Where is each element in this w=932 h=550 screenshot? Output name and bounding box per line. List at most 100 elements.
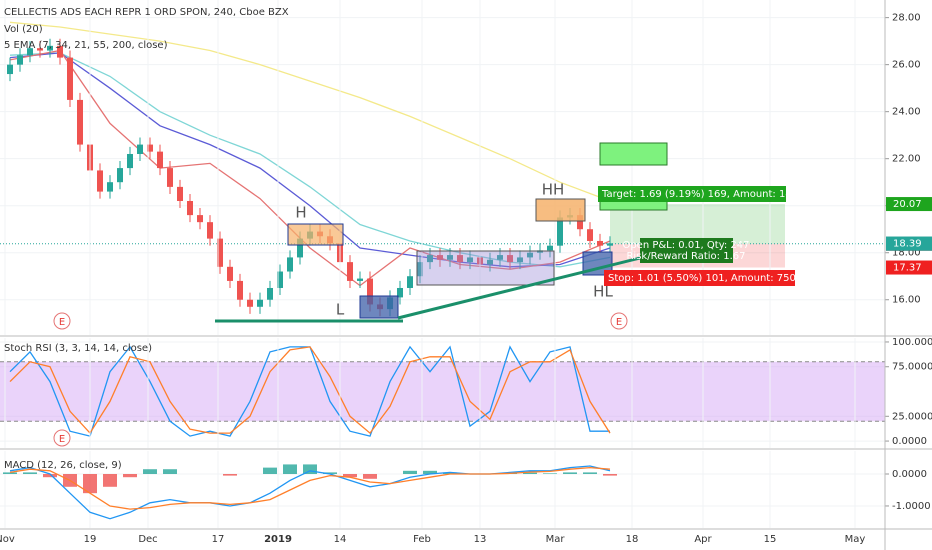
candle-body	[207, 222, 213, 239]
candle-body	[607, 243, 613, 246]
price-badge	[886, 260, 932, 275]
candle-body	[287, 257, 293, 272]
l-label: L	[336, 301, 345, 319]
series-line	[9, 466, 611, 510]
candle-body	[517, 257, 523, 263]
x-tick-label: 15	[764, 534, 777, 545]
histogram-bar	[603, 474, 617, 476]
candle-body	[447, 255, 453, 260]
stop-label-bg	[604, 270, 795, 286]
candle-body	[587, 229, 593, 241]
candle-body	[67, 57, 73, 100]
x-tick-label: Nov	[0, 534, 15, 545]
candle-body	[417, 262, 423, 277]
stop-label: Stop: 1.01 (5.50%) 101, Amount: 750.53	[608, 273, 812, 284]
candle-body	[7, 64, 13, 75]
candle-body	[77, 99, 83, 145]
candle-body	[57, 45, 63, 58]
candle-body	[577, 215, 583, 230]
y-tick-label: 0.0000	[892, 436, 927, 447]
y-tick-label: 18.00	[892, 248, 921, 259]
pnl-label-bg	[640, 238, 733, 263]
earnings-marker-label[interactable]: E	[616, 317, 622, 328]
target-zone-box	[599, 142, 668, 166]
x-tick-label: 19	[84, 534, 97, 545]
x-tick-label: Mar	[546, 534, 566, 545]
candle-body	[127, 153, 133, 169]
candle-body	[147, 144, 153, 152]
h-box	[287, 223, 344, 246]
histogram-bar	[543, 473, 557, 475]
histogram-bar	[83, 474, 97, 494]
candle-body	[527, 252, 533, 258]
y-tick-label: 28.00	[892, 13, 921, 24]
candle-body	[457, 255, 463, 263]
macd-legend: MACD (12, 26, close, 9)	[4, 460, 122, 471]
histogram-bar	[263, 467, 277, 475]
stoch-legend: Stoch RSI (3, 3, 14, 14, close)	[4, 343, 152, 354]
l-box	[359, 295, 399, 319]
hl-label: HL	[593, 283, 613, 301]
candle-body	[217, 238, 223, 267]
series-line	[9, 21, 611, 202]
series-line	[9, 346, 611, 435]
candle-body	[277, 271, 283, 288]
histogram-bar	[123, 474, 137, 478]
earnings-marker-label[interactable]: E	[59, 434, 65, 445]
y-tick-label: -1.0000	[892, 501, 931, 512]
candle-body	[237, 280, 243, 300]
histogram-bar	[143, 469, 157, 475]
y-tick-label: 16.00	[892, 295, 921, 306]
pnl-label: Open P&L: 0.01, Qty: 247	[622, 240, 749, 251]
candle-body	[437, 255, 443, 260]
candle-body	[547, 245, 553, 251]
candle-body	[27, 48, 33, 56]
y-tick-label: 22.00	[892, 154, 921, 165]
price-badge-label: 20.07	[893, 199, 922, 210]
candle-body	[497, 255, 503, 260]
candle-body	[247, 299, 253, 307]
histogram-bar	[523, 472, 537, 475]
histogram-bar	[443, 472, 457, 475]
candle-body	[397, 287, 403, 298]
volume-legend: Vol (20)	[4, 24, 43, 35]
candle-body	[37, 48, 43, 51]
earnings-marker[interactable]	[53, 312, 71, 330]
candle-body	[597, 240, 603, 246]
target-label: Target: 1.69 (9.19%) 169, Amount: 1417.4…	[601, 189, 820, 200]
range-box	[416, 250, 555, 286]
candle-body	[97, 170, 103, 192]
candle-body	[107, 182, 113, 192]
histogram-bar	[223, 474, 237, 476]
x-tick-label: Feb	[413, 534, 431, 545]
earnings-marker[interactable]	[610, 312, 628, 330]
histogram-bar	[23, 472, 37, 475]
hh-box	[535, 198, 586, 222]
h-label: H	[295, 204, 306, 222]
candle-body	[267, 287, 273, 300]
y-tick-label: 25.0000	[892, 411, 932, 422]
candle-body	[117, 168, 123, 183]
candle-body	[347, 262, 353, 281]
candle-body	[367, 278, 373, 305]
candle-body	[167, 168, 173, 187]
x-tick-label: Apr	[694, 534, 712, 545]
histogram-bar	[3, 472, 17, 475]
x-tick-label: 2019	[264, 534, 292, 545]
series-line	[9, 465, 611, 520]
histogram-bar	[583, 472, 597, 475]
candle-body	[137, 144, 143, 154]
earnings-marker-label[interactable]: E	[59, 317, 65, 328]
histogram-bar	[103, 474, 117, 487]
x-tick-label: 17	[212, 534, 225, 545]
histogram-bar	[403, 470, 417, 475]
candle-body	[487, 259, 493, 265]
candle-body	[427, 255, 433, 263]
candle-body	[227, 266, 233, 281]
earnings-marker[interactable]	[53, 429, 71, 447]
x-tick-label: Dec	[138, 534, 157, 545]
hh-label: HH	[542, 181, 565, 199]
y-tick-label: 26.00	[892, 60, 921, 71]
histogram-bar	[43, 474, 57, 478]
